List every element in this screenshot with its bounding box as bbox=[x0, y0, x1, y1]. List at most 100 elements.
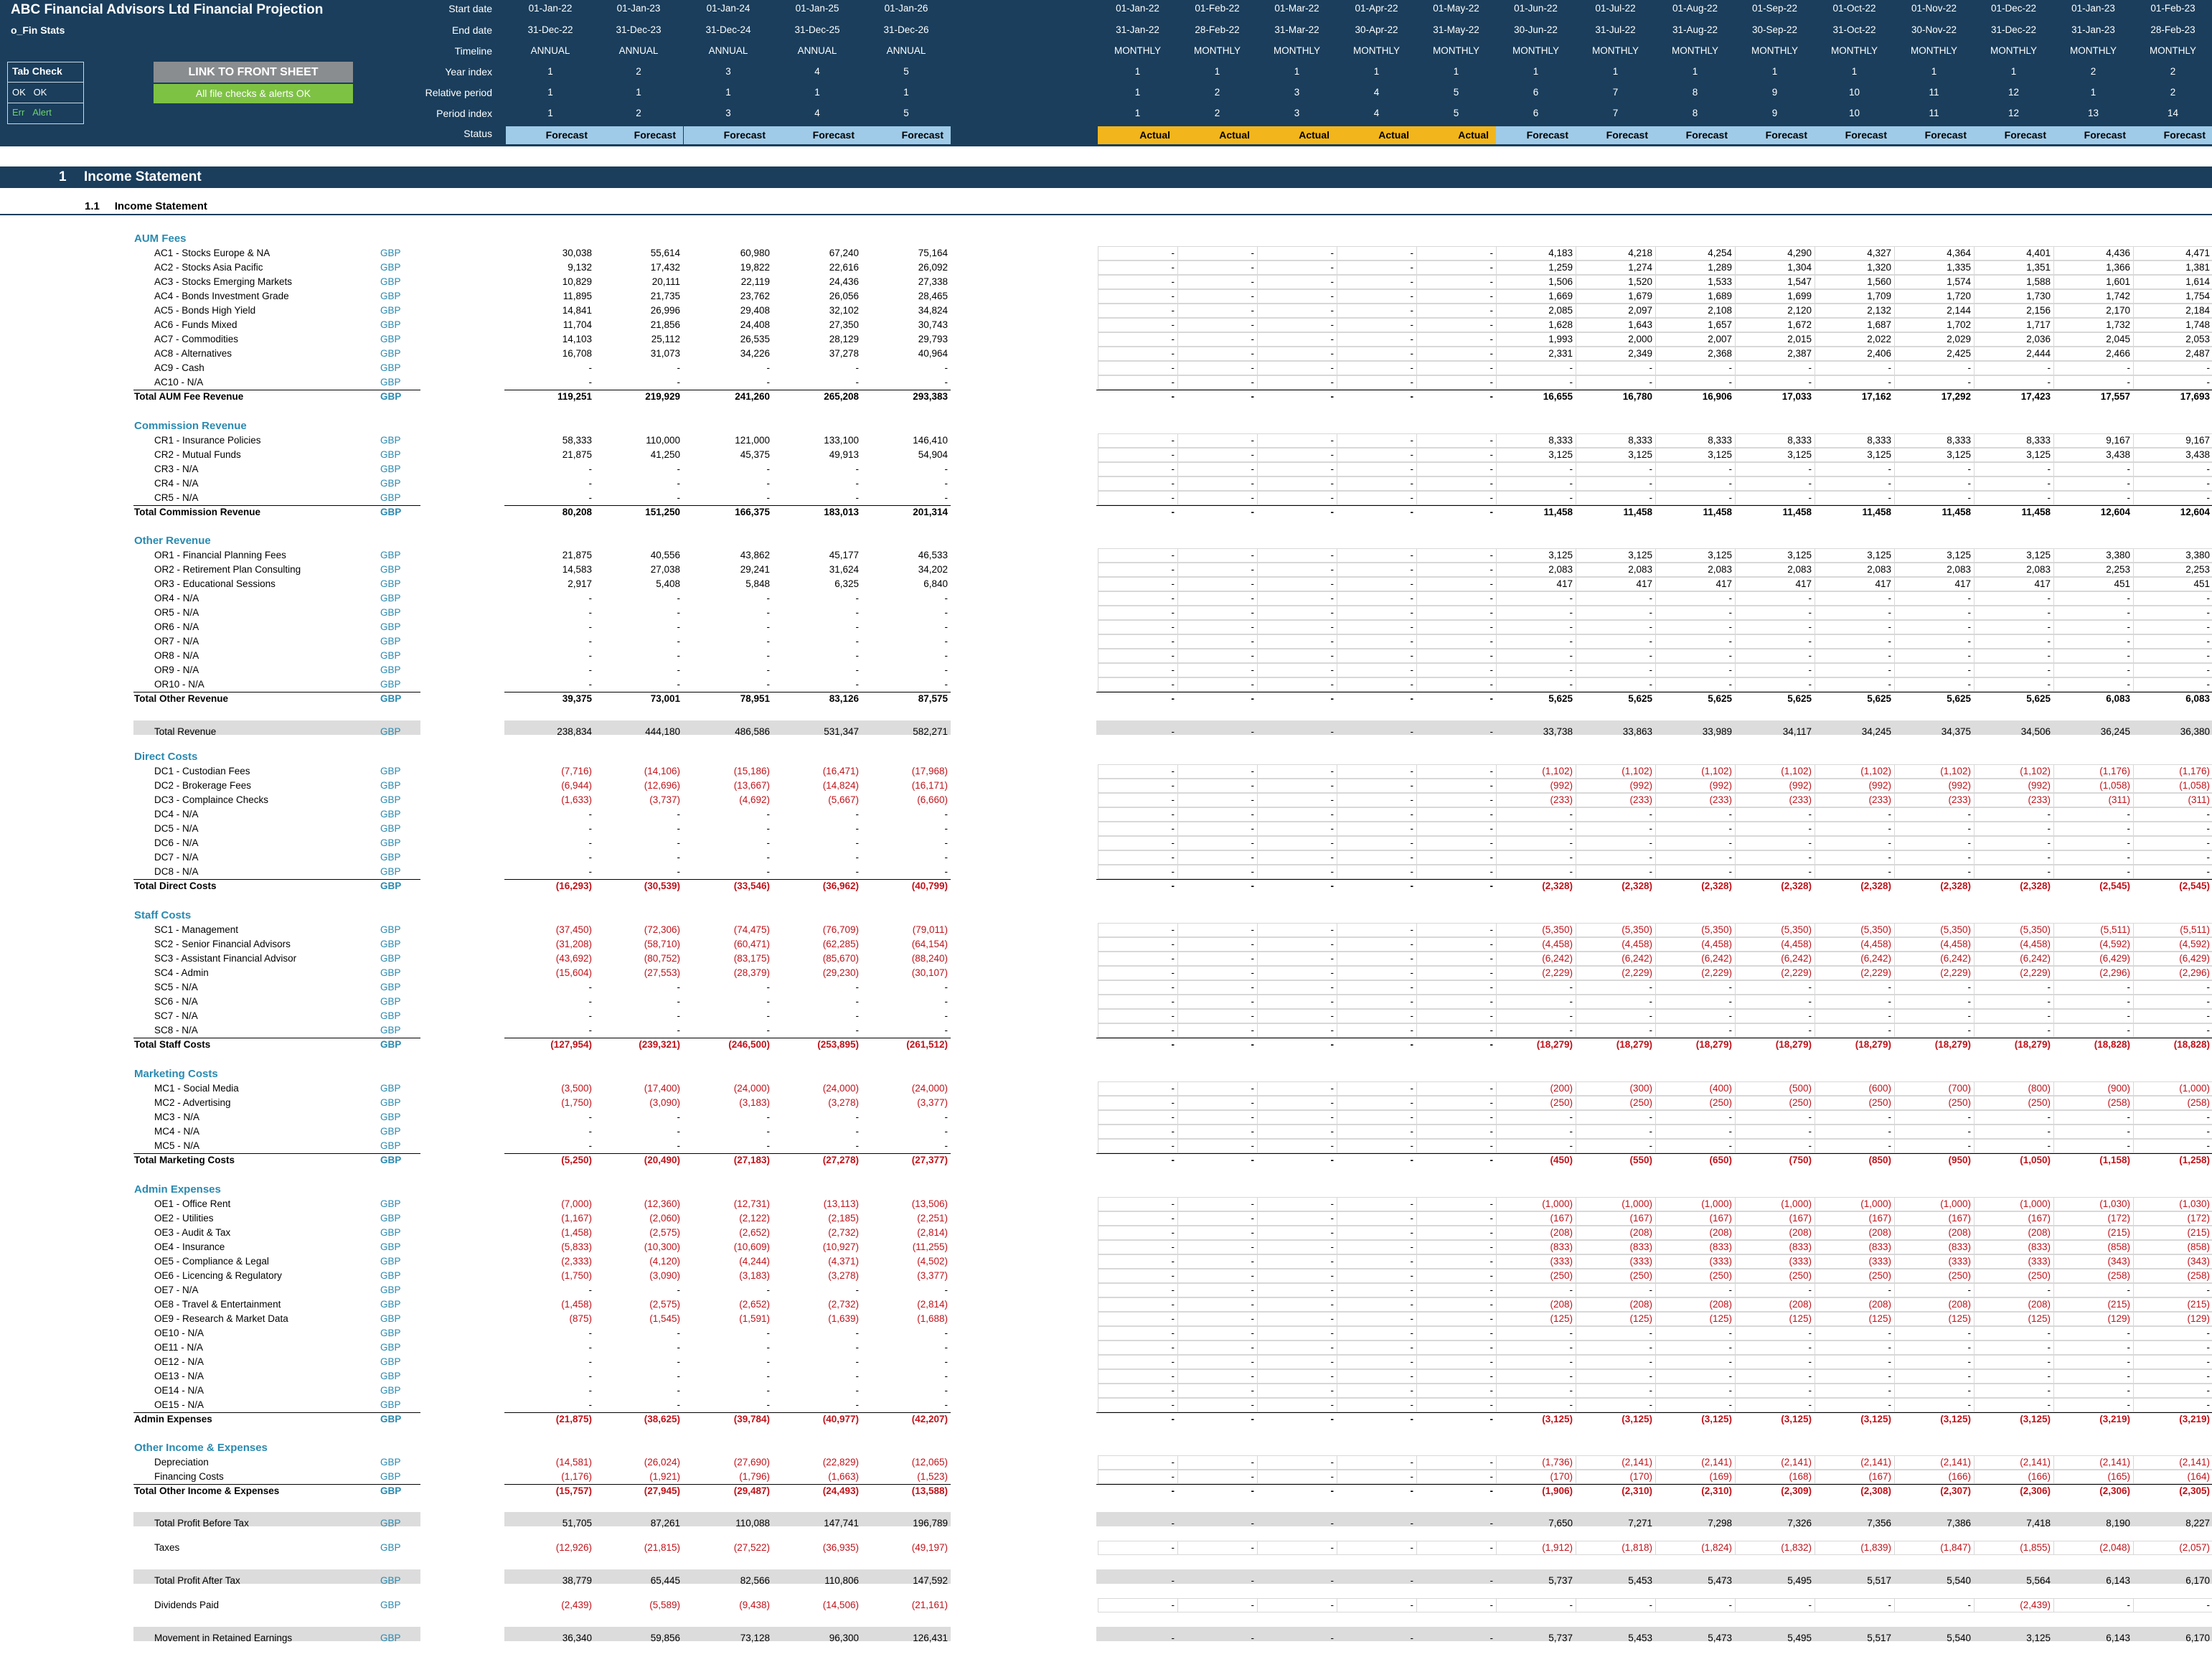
monthly-value[interactable]: 5,517 bbox=[1867, 1575, 1891, 1586]
monthly-value[interactable]: - bbox=[2127, 1112, 2131, 1122]
monthly-value[interactable]: 5,473 bbox=[1708, 1575, 1732, 1586]
monthly-value[interactable]: (169) bbox=[1709, 1471, 1732, 1482]
annual-value[interactable]: (1,523) bbox=[917, 1471, 948, 1482]
annual-value[interactable]: - bbox=[588, 823, 593, 834]
annual-value[interactable]: (40,799) bbox=[911, 881, 948, 891]
monthly-value[interactable]: - bbox=[1967, 1371, 1972, 1381]
monthly-value[interactable]: - bbox=[1171, 809, 1175, 820]
monthly-value[interactable]: - bbox=[1569, 1399, 1573, 1410]
monthly-value[interactable]: - bbox=[1330, 794, 1335, 805]
annual-value[interactable]: - bbox=[677, 607, 681, 618]
monthly-value[interactable]: - bbox=[1171, 693, 1175, 704]
monthly-value[interactable]: - bbox=[1808, 679, 1812, 690]
monthly-value[interactable]: - bbox=[1171, 262, 1175, 273]
monthly-value[interactable]: (833) bbox=[1948, 1241, 1971, 1252]
annual-value[interactable]: (74,475) bbox=[733, 924, 770, 935]
annual-value[interactable]: - bbox=[944, 679, 949, 690]
monthly-value[interactable]: - bbox=[1251, 1342, 1255, 1353]
monthly-value[interactable]: - bbox=[1569, 362, 1573, 373]
monthly-value[interactable]: - bbox=[1410, 1025, 1414, 1036]
monthly-value[interactable]: - bbox=[1489, 1518, 1494, 1529]
monthly-value[interactable]: - bbox=[1888, 1342, 1892, 1353]
annual-value[interactable]: - bbox=[766, 1112, 771, 1122]
annual-value[interactable]: (27,553) bbox=[644, 967, 680, 978]
monthly-value[interactable]: - bbox=[1728, 996, 1733, 1007]
monthly-value[interactable]: - bbox=[1251, 1328, 1255, 1338]
monthly-value[interactable]: - bbox=[1251, 1633, 1255, 1643]
monthly-value[interactable]: - bbox=[1171, 564, 1175, 575]
monthly-value[interactable]: - bbox=[2127, 852, 2131, 863]
annual-value[interactable]: 40,964 bbox=[918, 348, 948, 359]
monthly-value[interactable]: - bbox=[1808, 823, 1812, 834]
monthly-value[interactable]: (833) bbox=[1868, 1241, 1891, 1252]
monthly-value[interactable]: (2,229) bbox=[1781, 967, 1812, 978]
annual-value[interactable]: - bbox=[855, 679, 860, 690]
monthly-value[interactable]: - bbox=[1649, 478, 1653, 489]
monthly-value[interactable]: (164) bbox=[2187, 1471, 2210, 1482]
annual-value[interactable]: 28,465 bbox=[918, 291, 948, 301]
monthly-value[interactable]: - bbox=[1489, 1198, 1494, 1209]
annual-value[interactable]: (14,106) bbox=[644, 766, 680, 776]
monthly-value[interactable]: (165) bbox=[2107, 1471, 2130, 1482]
monthly-value[interactable]: 8,333 bbox=[1548, 435, 1573, 446]
monthly-value[interactable]: - bbox=[2206, 478, 2211, 489]
monthly-value[interactable]: - bbox=[1410, 564, 1414, 575]
monthly-value[interactable]: - bbox=[1251, 1485, 1255, 1496]
monthly-value[interactable]: (3,125) bbox=[1860, 1414, 1891, 1424]
monthly-value[interactable]: - bbox=[1171, 578, 1175, 589]
monthly-value[interactable]: - bbox=[1489, 1600, 1494, 1610]
monthly-value[interactable]: - bbox=[1489, 334, 1494, 344]
monthly-value[interactable]: - bbox=[1728, 866, 1733, 877]
monthly-value[interactable]: - bbox=[2206, 866, 2211, 877]
monthly-value[interactable]: - bbox=[1888, 1285, 1892, 1295]
monthly-value[interactable]: 8,190 bbox=[2106, 1518, 2130, 1529]
monthly-value[interactable]: 17,162 bbox=[1861, 391, 1891, 402]
monthly-value[interactable]: - bbox=[1330, 1485, 1335, 1496]
annual-value[interactable]: 238,834 bbox=[557, 726, 592, 737]
monthly-value[interactable]: - bbox=[1171, 1213, 1175, 1224]
annual-value[interactable]: (27,522) bbox=[733, 1542, 770, 1553]
monthly-value[interactable]: - bbox=[1251, 593, 1255, 604]
monthly-value[interactable]: - bbox=[2047, 1342, 2051, 1353]
monthly-value[interactable]: - bbox=[1808, 464, 1812, 474]
monthly-value[interactable]: - bbox=[1728, 823, 1733, 834]
annual-value[interactable]: (1,545) bbox=[649, 1313, 680, 1324]
monthly-value[interactable]: - bbox=[1171, 1600, 1175, 1610]
annual-value[interactable]: - bbox=[766, 362, 771, 373]
monthly-value[interactable]: - bbox=[1330, 348, 1335, 359]
monthly-value[interactable]: 451 bbox=[2193, 578, 2210, 589]
monthly-value[interactable]: - bbox=[1171, 291, 1175, 301]
annual-value[interactable]: (253,895) bbox=[817, 1039, 859, 1050]
annual-value[interactable]: (14,506) bbox=[822, 1600, 859, 1610]
monthly-value[interactable]: - bbox=[1330, 1155, 1335, 1165]
monthly-value[interactable]: (5,350) bbox=[1860, 924, 1891, 935]
monthly-value[interactable]: (208) bbox=[1629, 1299, 1652, 1310]
annual-value[interactable]: (1,591) bbox=[739, 1313, 770, 1324]
monthly-value[interactable]: - bbox=[1967, 593, 1972, 604]
monthly-value[interactable]: - bbox=[1330, 924, 1335, 935]
monthly-value[interactable]: - bbox=[1330, 248, 1335, 258]
monthly-value[interactable]: 1,709 bbox=[1867, 291, 1891, 301]
annual-value[interactable]: (1,750) bbox=[561, 1097, 592, 1108]
annual-value[interactable]: - bbox=[855, 665, 860, 675]
annual-value[interactable]: (12,926) bbox=[555, 1542, 592, 1553]
monthly-value[interactable]: (6,242) bbox=[1542, 953, 1573, 964]
monthly-value[interactable]: - bbox=[1171, 650, 1175, 661]
annual-value[interactable]: (12,731) bbox=[733, 1198, 770, 1209]
monthly-value[interactable]: 33,738 bbox=[1543, 726, 1573, 737]
monthly-value[interactable]: (250) bbox=[1709, 1097, 1732, 1108]
annual-value[interactable]: (1,176) bbox=[561, 1471, 592, 1482]
monthly-value[interactable]: - bbox=[1410, 1518, 1414, 1529]
monthly-value[interactable]: 2,120 bbox=[1787, 305, 1812, 316]
monthly-value[interactable]: - bbox=[2047, 1399, 2051, 1410]
monthly-value[interactable]: 2,000 bbox=[1628, 334, 1652, 344]
monthly-value[interactable]: - bbox=[1410, 1285, 1414, 1295]
monthly-value[interactable]: - bbox=[1410, 1140, 1414, 1151]
annual-value[interactable]: - bbox=[766, 679, 771, 690]
monthly-value[interactable]: - bbox=[1808, 1342, 1812, 1353]
monthly-value[interactable]: 2,132 bbox=[1867, 305, 1891, 316]
monthly-value[interactable]: (343) bbox=[2107, 1256, 2130, 1267]
monthly-value[interactable]: - bbox=[1569, 1371, 1573, 1381]
monthly-value[interactable]: 9,167 bbox=[2185, 435, 2210, 446]
monthly-value[interactable]: - bbox=[1489, 1256, 1494, 1267]
